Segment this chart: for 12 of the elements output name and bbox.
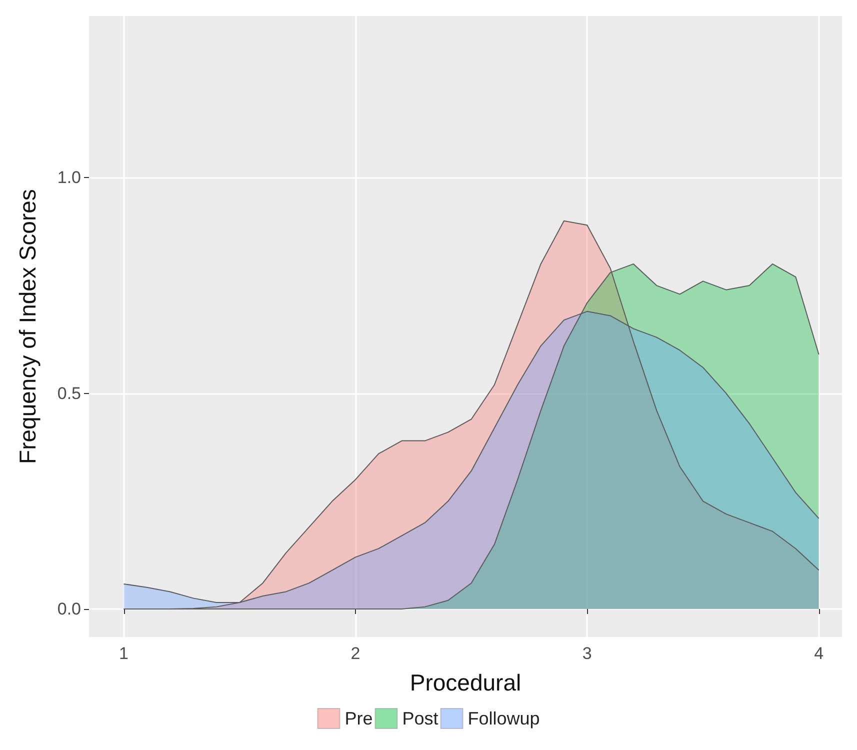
- x-axis-title: Procedural: [410, 670, 522, 696]
- legend-label: Followup: [468, 708, 540, 728]
- y-tick-label: 0.0: [57, 599, 81, 618]
- y-axis-title: Frequency of Index Scores: [14, 189, 40, 464]
- y-tick-label: 1.0: [57, 168, 81, 188]
- x-tick-label: 2: [350, 644, 360, 663]
- x-tick-label: 1: [119, 644, 128, 663]
- y-tick-label: 0.5: [57, 384, 81, 403]
- legend-label: Pre: [344, 708, 373, 728]
- x-tick-label: 3: [582, 644, 592, 663]
- legend-label: Post: [402, 708, 438, 728]
- x-tick-label: 4: [814, 644, 824, 663]
